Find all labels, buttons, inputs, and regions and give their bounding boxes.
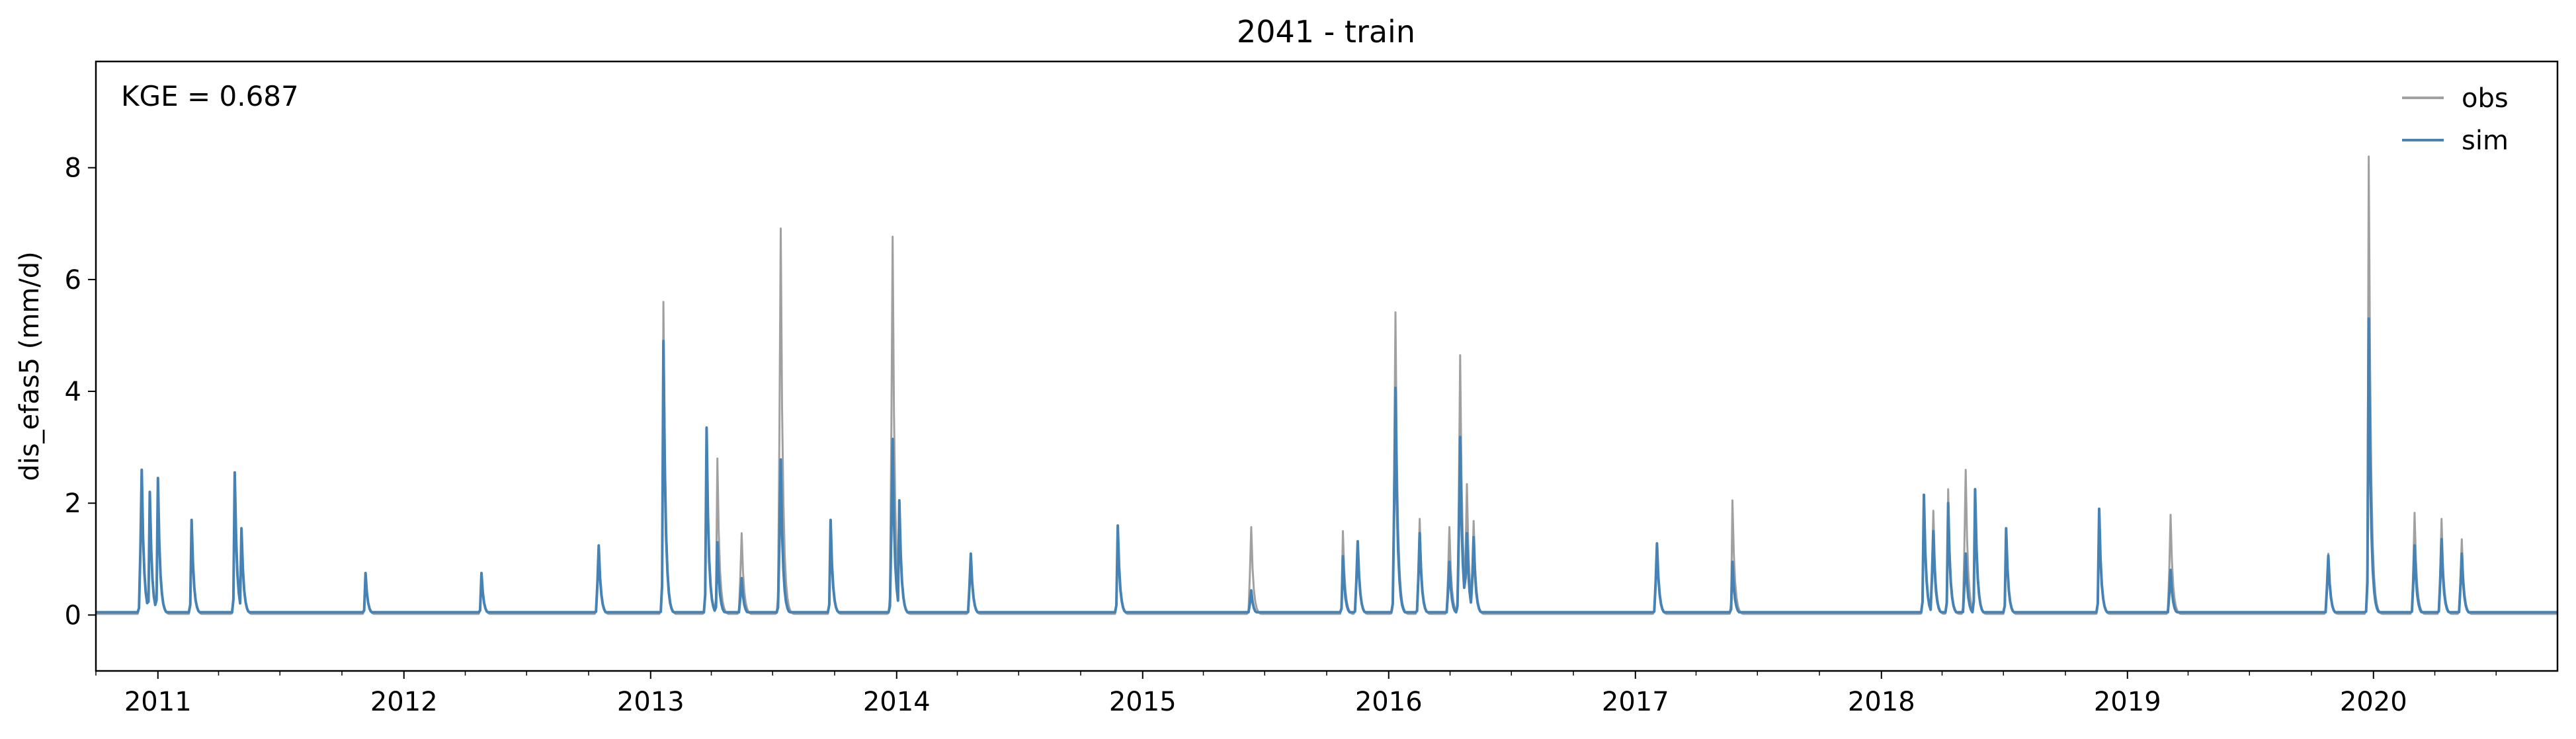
x-tick-label: 2011 (124, 687, 192, 717)
x-tick-label: 2014 (863, 687, 931, 717)
x-tick-label: 2018 (1848, 687, 1915, 717)
series-line-obs (96, 155, 2557, 615)
kge-annotation: KGE = 0.687 (121, 80, 299, 112)
chart-title: 2041 - train (1237, 14, 1415, 50)
plot-frame (95, 60, 2559, 672)
x-tick-label: 2015 (1109, 687, 1177, 717)
legend-label-sim: sim (2462, 126, 2509, 156)
y-tick-label: 4 (65, 377, 81, 407)
x-tick-label: 2013 (617, 687, 685, 717)
y-tick-label: 6 (65, 265, 81, 295)
y-tick-label: 8 (65, 153, 81, 184)
y-axis-label: dis_efas5 (mm/d) (15, 251, 45, 481)
x-tick-label: 2019 (2094, 687, 2161, 717)
legend-label-obs: obs (2462, 83, 2509, 114)
x-tick-label: 2016 (1355, 687, 1423, 717)
x-tick-label: 2020 (2340, 687, 2407, 717)
x-tick-label: 2012 (370, 687, 438, 717)
legend: obs sim (2402, 83, 2509, 156)
series-line-sim (96, 317, 2557, 614)
y-tick-label: 2 (65, 488, 81, 519)
y-tick-label: 0 (65, 600, 81, 631)
x-tick-label: 2017 (1602, 687, 1669, 717)
